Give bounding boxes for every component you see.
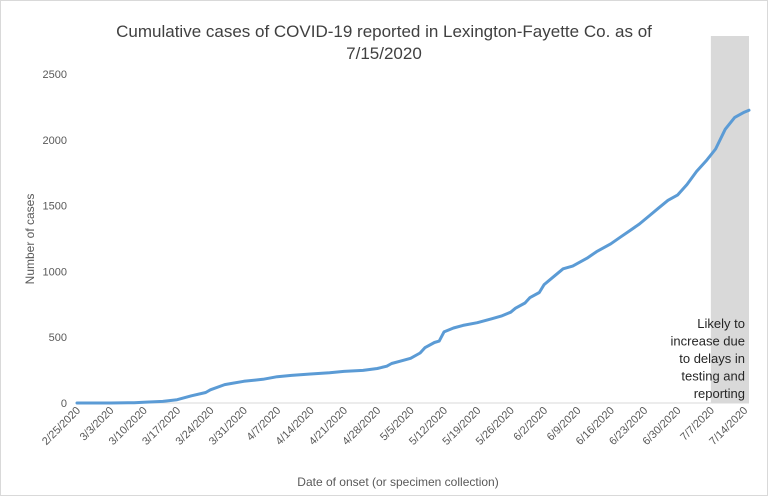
chart-title-line-1: Cumulative cases of COVID-19 reported in… (116, 22, 652, 41)
annotation-line: testing and (681, 369, 745, 384)
annotation-line: to delays in (679, 351, 745, 366)
x-tick-label: 6/2/2020 (511, 405, 550, 444)
x-axis-label: Date of onset (or specimen collection) (297, 475, 498, 489)
y-tick-label: 500 (49, 332, 67, 344)
y-tick-labels: 0 500 1000 1500 2000 2500 (43, 69, 67, 410)
y-axis-label: Number of cases (23, 194, 37, 285)
y-tick-label: 0 (61, 398, 67, 410)
chart-title-line-2: 7/15/2020 (346, 44, 422, 63)
annotation-line: increase due (671, 334, 745, 349)
shaded-region (710, 36, 749, 403)
shaded-annotation: Likely to increase due to delays in testing… (671, 316, 745, 401)
annotation-line: reporting (694, 386, 745, 401)
cases-series-line (75, 108, 751, 405)
y-tick-label: 2000 (43, 135, 67, 147)
x-tick-label: 2/25/2020 (40, 405, 83, 448)
x-tick-labels: 2/25/20203/3/20203/10/20203/17/20203/24/… (40, 405, 750, 448)
y-tick-label: 1500 (43, 201, 67, 213)
y-tick-label: 1000 (43, 266, 67, 278)
annotation-line: Likely to (697, 316, 745, 331)
y-tick-label: 2500 (43, 69, 67, 81)
